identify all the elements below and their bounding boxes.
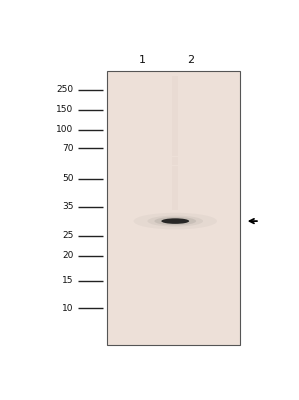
Bar xyxy=(172,89,179,91)
Bar xyxy=(172,170,179,172)
Bar xyxy=(172,163,179,166)
Text: 100: 100 xyxy=(56,125,73,134)
Text: 20: 20 xyxy=(62,252,73,260)
Bar xyxy=(172,145,179,148)
Bar xyxy=(172,103,179,105)
Bar xyxy=(172,168,179,170)
Bar xyxy=(172,107,179,109)
Bar xyxy=(172,114,179,116)
Bar xyxy=(172,125,179,127)
Bar xyxy=(172,172,179,174)
Bar xyxy=(172,116,179,118)
Bar xyxy=(172,82,179,85)
Text: 50: 50 xyxy=(62,174,73,183)
Ellipse shape xyxy=(161,218,189,224)
Bar xyxy=(172,109,179,112)
Text: 2: 2 xyxy=(187,55,194,65)
Bar xyxy=(172,132,179,134)
Bar xyxy=(172,179,179,181)
Bar xyxy=(172,161,179,163)
Text: 10: 10 xyxy=(62,304,73,313)
Bar xyxy=(172,98,179,100)
Text: 70: 70 xyxy=(62,144,73,153)
Bar xyxy=(172,195,179,197)
Bar xyxy=(107,71,240,345)
Bar xyxy=(172,206,179,208)
Text: 1: 1 xyxy=(139,55,146,65)
Text: 250: 250 xyxy=(56,85,73,94)
Bar xyxy=(172,188,179,190)
Bar xyxy=(172,136,179,138)
Bar xyxy=(172,94,179,96)
Bar xyxy=(172,80,179,82)
Bar xyxy=(172,138,179,141)
Text: 15: 15 xyxy=(62,276,73,285)
Bar xyxy=(172,199,179,201)
Ellipse shape xyxy=(147,216,203,227)
Bar xyxy=(172,96,179,98)
Bar xyxy=(172,130,179,132)
Text: 150: 150 xyxy=(56,105,73,114)
Bar xyxy=(172,141,179,143)
Bar xyxy=(172,127,179,130)
Bar xyxy=(172,159,179,161)
Bar xyxy=(172,166,179,168)
Text: 25: 25 xyxy=(62,231,73,240)
Bar xyxy=(172,152,179,154)
Bar xyxy=(172,85,179,87)
Text: 35: 35 xyxy=(62,202,73,211)
Bar xyxy=(172,100,179,103)
Bar xyxy=(172,177,179,179)
Bar xyxy=(172,123,179,125)
Ellipse shape xyxy=(154,217,196,225)
Bar xyxy=(172,150,179,152)
Bar xyxy=(172,105,179,107)
Bar xyxy=(172,197,179,199)
Bar xyxy=(172,204,179,206)
Bar xyxy=(172,174,179,177)
Bar xyxy=(172,134,179,136)
Bar xyxy=(172,192,179,195)
Bar xyxy=(172,118,179,120)
Bar xyxy=(172,121,179,123)
Bar xyxy=(172,76,179,78)
Bar xyxy=(172,78,179,80)
Bar xyxy=(172,112,179,114)
Bar xyxy=(172,87,179,89)
Bar xyxy=(172,143,179,145)
Bar xyxy=(172,186,179,188)
Bar xyxy=(172,156,179,159)
Bar xyxy=(172,208,179,210)
Bar xyxy=(172,202,179,204)
Bar xyxy=(172,190,179,192)
Bar xyxy=(172,181,179,184)
Bar xyxy=(172,92,179,94)
Bar xyxy=(172,154,179,156)
Bar xyxy=(172,148,179,150)
Bar xyxy=(172,184,179,186)
